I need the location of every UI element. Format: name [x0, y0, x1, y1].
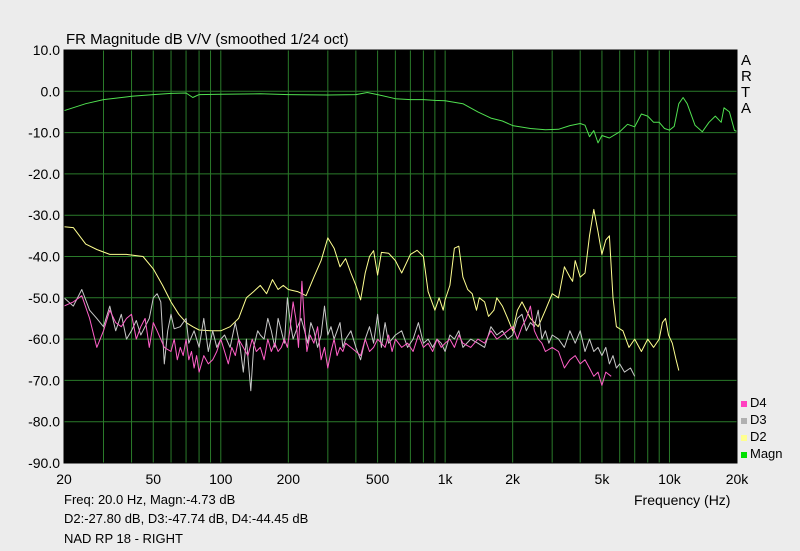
series-line-d4	[63, 280, 612, 386]
x-tick-label: 1k	[438, 471, 454, 487]
side-label-letter-a2: A	[741, 100, 752, 117]
grid	[64, 49, 737, 464]
x-tick-label: 20	[56, 471, 72, 487]
y-tick-label: -40.0	[28, 249, 60, 265]
legend-swatch	[741, 434, 747, 441]
y-tick-label: -30.0	[28, 207, 60, 223]
series-line-d2	[63, 208, 680, 371]
y-tick-label: 10.0	[33, 42, 60, 58]
x-axis-ticks: 20 50 100 200 500 1k 2k 5k 10k 20k	[56, 471, 749, 487]
legend-label: Magn	[750, 446, 783, 461]
x-tick-label: 20k	[726, 471, 750, 487]
x-tick-label: 2k	[505, 471, 521, 487]
y-tick-label: -20.0	[28, 166, 60, 182]
series-line-d3	[63, 289, 636, 392]
y-tick-label: 0.0	[41, 83, 61, 99]
x-tick-label: 500	[366, 471, 390, 487]
x-tick-label: 5k	[595, 471, 611, 487]
y-axis-ticks: 10.0 0.0 -10.0 -20.0 -30.0 -40.0 -50.0 -60.0 -70…	[28, 42, 60, 471]
legend-item-d3: D3	[741, 412, 767, 427]
x-axis-label: Frequency (Hz)	[634, 492, 730, 508]
legend-item-magn: Magn	[741, 446, 783, 461]
side-label-letter-t: T	[741, 84, 751, 101]
distortion-readout: D2:-27.80 dB, D3:-47.74 dB, D4:-44.45 dB	[64, 511, 309, 526]
series-layer	[63, 92, 738, 392]
legend-item-d4: D4	[741, 395, 767, 410]
y-tick-label: -90.0	[28, 455, 60, 471]
measurement-name: NAD RP 18 - RIGHT	[64, 531, 183, 546]
x-tick-label: 50	[145, 471, 161, 487]
series-line-magn	[63, 92, 738, 144]
x-tick-label: 200	[277, 471, 301, 487]
legend-swatch	[741, 451, 747, 458]
legend-label: D4	[750, 395, 767, 410]
plot-frame	[63, 49, 738, 464]
side-label-letter-r: R	[741, 68, 752, 85]
legend-label: D3	[750, 412, 767, 427]
y-tick-label: -10.0	[28, 125, 60, 141]
legend-swatch	[741, 400, 747, 407]
side-label-letter-a: A	[741, 52, 752, 69]
legend-item-d2: D2	[741, 429, 767, 444]
y-tick-label: -50.0	[28, 290, 60, 306]
cursor-readout: Freq: 20.0 Hz, Magn:-4.73 dB	[64, 492, 236, 507]
x-tick-label: 10k	[658, 471, 682, 487]
legend-label: D2	[750, 429, 767, 444]
y-tick-label: -70.0	[28, 372, 60, 388]
x-tick-label: 100	[209, 471, 233, 487]
y-tick-label: -80.0	[28, 414, 60, 430]
y-tick-label: -60.0	[28, 331, 60, 347]
legend-swatch	[741, 417, 747, 424]
chart-title: FR Magnitude dB V/V (smoothed 1/24 oct)	[66, 31, 349, 48]
